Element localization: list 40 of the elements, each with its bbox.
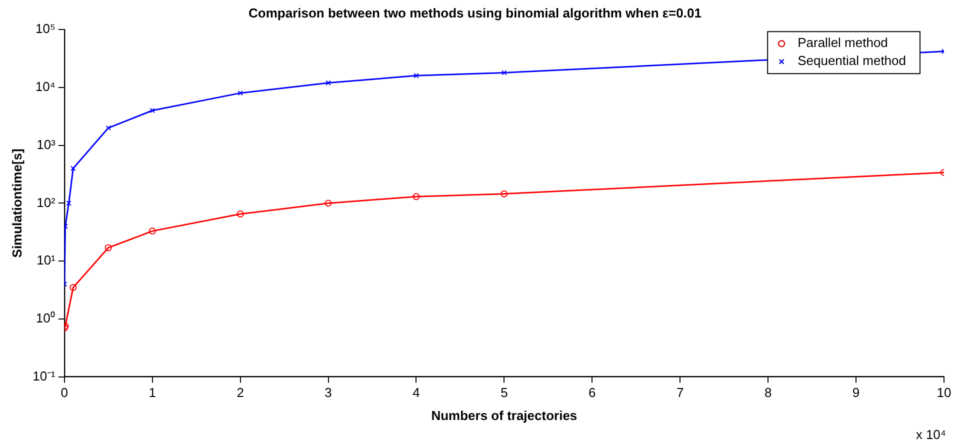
x-tick-label: 9	[852, 385, 860, 400]
point	[414, 73, 419, 78]
text: x 10⁴	[916, 427, 946, 442]
y-tick-label: 10⁰	[36, 310, 56, 326]
point	[148, 228, 156, 235]
legend-label: Parallel method	[798, 35, 888, 50]
x-tick-label: 10	[936, 385, 952, 400]
x-tick-label: 6	[588, 385, 596, 400]
point	[66, 200, 72, 206]
point	[238, 90, 243, 96]
point	[412, 193, 420, 200]
x-tick-label: 2	[236, 385, 244, 400]
x-tick-label: 8	[764, 385, 772, 400]
point	[324, 200, 332, 207]
y-tick-label: 10⁴	[35, 79, 56, 94]
point	[500, 190, 508, 198]
x-tick-label: 4	[412, 385, 420, 400]
point	[236, 210, 244, 218]
point	[106, 125, 111, 131]
chart-title: Comparison between two methods using binomial algorithm when ε=0.01	[248, 5, 702, 20]
x-tick-label: 0	[60, 385, 68, 400]
point	[502, 70, 507, 76]
y-tick-label: 10²	[36, 194, 56, 210]
y-tick-label: 10³	[36, 136, 56, 152]
point	[70, 166, 76, 171]
y-tick-label: 10⁵	[36, 21, 56, 36]
point	[64, 224, 68, 229]
y-tick-label: 10¹	[36, 252, 56, 268]
point	[326, 80, 331, 86]
x-axis-title: Numbers of trajectories	[431, 408, 578, 423]
legend-label: Sequential method	[798, 53, 906, 68]
y-tick-label: 10⁻¹	[32, 368, 56, 384]
point	[70, 284, 77, 291]
y-axis-title: Simulationtime[s]	[9, 148, 24, 258]
point	[150, 108, 155, 114]
x-tick-label: 5	[500, 385, 508, 400]
x-tick-label: 3	[324, 385, 332, 400]
x-tick-label: 1	[148, 385, 156, 400]
point	[104, 244, 112, 252]
x-tick-label: 7	[676, 385, 684, 400]
